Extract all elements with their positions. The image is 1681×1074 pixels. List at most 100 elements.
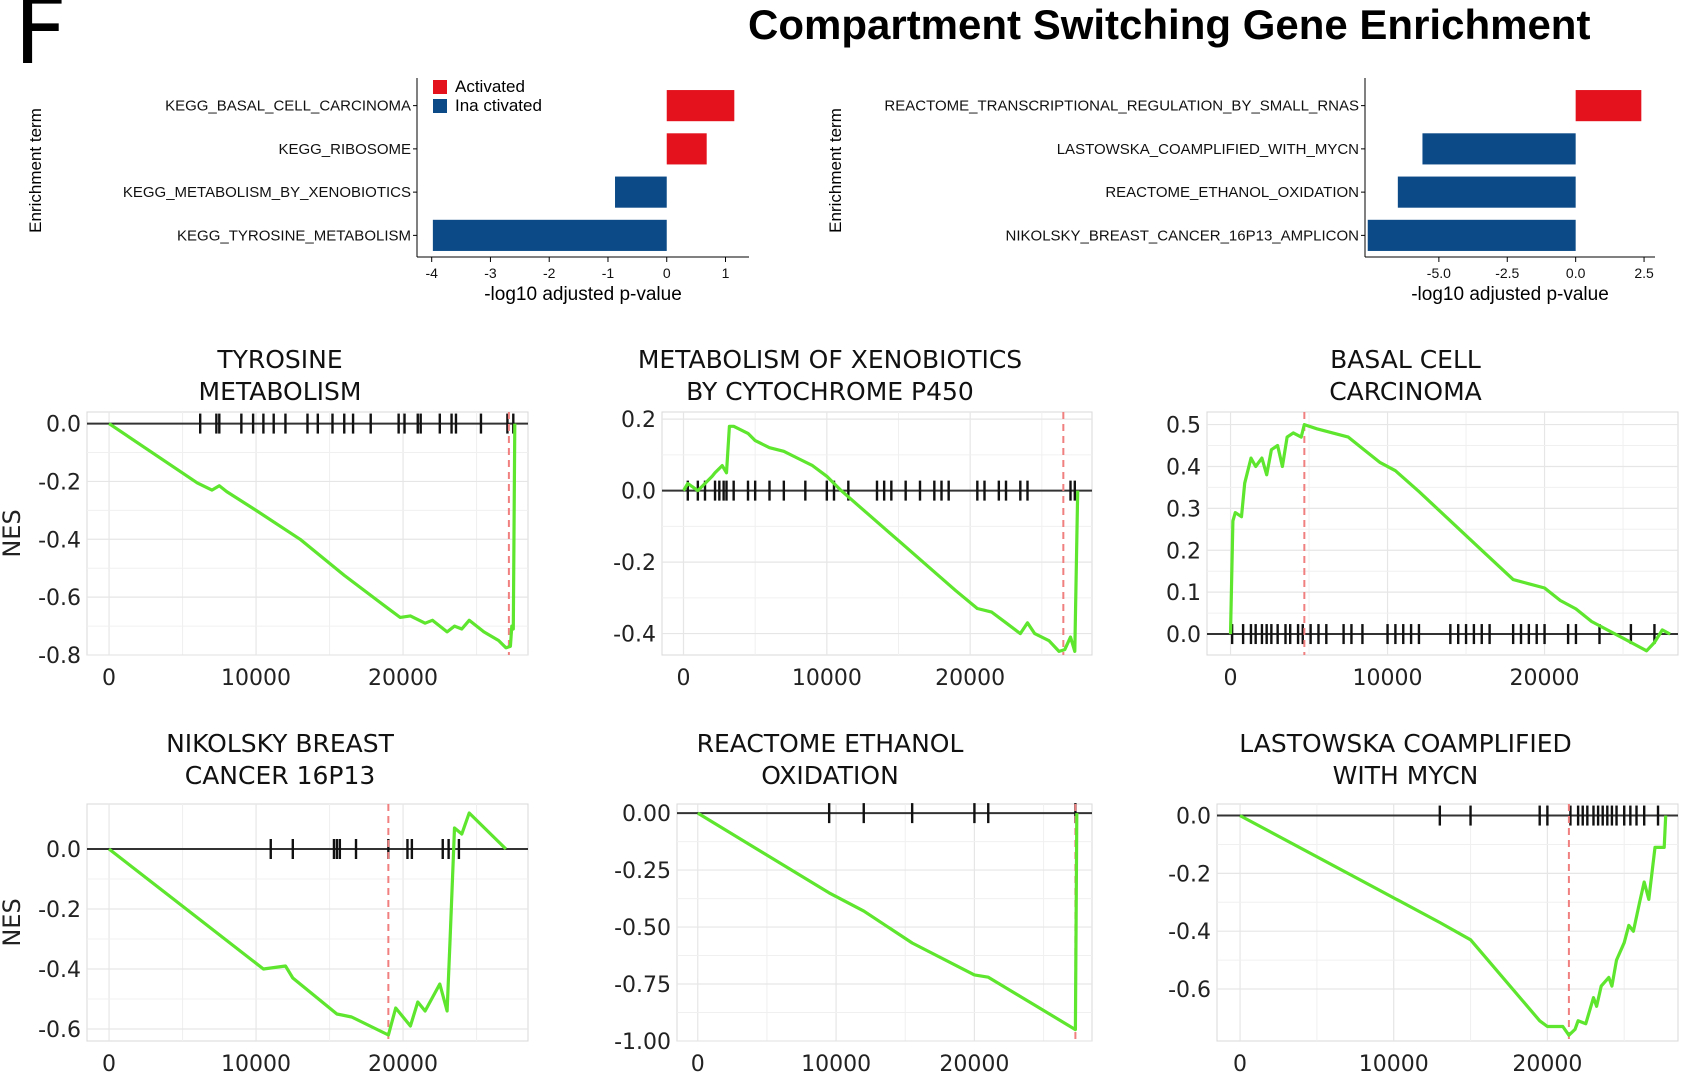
y-tick-label: -0.2 xyxy=(38,898,81,923)
bar xyxy=(432,219,667,251)
gsea-plot-basal: 0 10000 20000 0.5 0.4 0.3 0.2 0.1 0.0 xyxy=(1166,411,1679,687)
x-tick-label: -2 xyxy=(543,265,556,281)
legend-swatch xyxy=(433,99,447,113)
x-tick-label: 0 xyxy=(677,666,691,687)
x-tick-label: 0 xyxy=(1233,1052,1247,1074)
y-tick-label: -0.4 xyxy=(613,623,656,648)
gsea-panel-nikolsky: NIKOLSKY BREAST CANCER 16P13 0 10000 20000… xyxy=(0,726,560,1074)
gsea-panel-lastowska: LASTOWSKA COAMPLIFIED WITH MYCN 0 10000 20… xyxy=(1130,726,1681,1074)
running-score-line xyxy=(1228,422,1671,653)
x-tick-label: -4 xyxy=(425,265,438,281)
y-tick-label: NIKOLSKY_BREAST_CANCER_16P13_AMPLICON xyxy=(1006,227,1359,244)
panel-letter: F xyxy=(14,0,67,85)
gsea-title-line-1: LASTOWSKA COAMPLIFIED xyxy=(1239,729,1572,758)
gsea-plot-tyrosine: 0 10000 20000 0.0 -0.2 -0.4 -0.6 -0.8 NES xyxy=(0,411,529,687)
gsea-title-line-1: TYROSINE xyxy=(217,345,343,374)
x-tick-label: -2.5 xyxy=(1495,265,1519,281)
x-tick-label: -5.0 xyxy=(1427,265,1451,281)
x-tick-label: 0 xyxy=(691,1052,705,1074)
x-tick-label: 10000 xyxy=(1353,666,1423,687)
bar xyxy=(1575,90,1642,122)
y-tick-label: KEGG_BASAL_CELL_CARCINOMA xyxy=(165,98,411,115)
y-tick-label: 0.1 xyxy=(1166,581,1201,606)
y-tick-label: KEGG_RIBOSOME xyxy=(278,141,411,158)
running-score-line xyxy=(108,811,508,1037)
y-tick-label: REACTOME_ETHANOL_OXIDATION xyxy=(1105,184,1359,201)
y-tick-label: LASTOWSKA_COAMPLIFIED_WITH_MYCN xyxy=(1057,141,1359,158)
y-tick-label: -0.6 xyxy=(38,1018,81,1043)
running-score-line xyxy=(682,424,1080,653)
gsea-panel-xenobiotics: METABOLISM OF XENOBIOTICS BY CYTOCHROME … xyxy=(565,342,1095,687)
y-tick-label: 0.5 xyxy=(1166,414,1201,439)
bar-chart-left-svg: Enrichment term KEGG_BASAL_CELL_CARCINOMA… xyxy=(26,77,749,305)
x-tick-label: 10000 xyxy=(221,666,291,687)
legend-swatch xyxy=(433,80,447,94)
gsea-title-line-2: METABOLISM xyxy=(198,377,362,406)
x-tick-label: 20000 xyxy=(939,1052,1009,1074)
y-axis-title: NES xyxy=(0,509,26,557)
bar xyxy=(1367,219,1576,251)
legend-label: Activated xyxy=(455,77,525,96)
gsea-title-line-1: NIKOLSKY BREAST xyxy=(166,729,394,758)
x-tick-label: 0.0 xyxy=(1566,265,1586,281)
gsea-title-line-2: OXIDATION xyxy=(761,761,899,790)
x-tick-label: 0 xyxy=(663,265,671,281)
gsea-title-line-1: REACTOME ETHANOL xyxy=(696,729,964,758)
figure-title: Compartment Switching Gene Enrichment xyxy=(748,1,1591,48)
bar xyxy=(1397,176,1576,208)
y-tick-label: 0.0 xyxy=(46,413,81,438)
bar xyxy=(1422,133,1576,165)
y-tick-label: -0.2 xyxy=(613,551,656,576)
x-tick-label: 10000 xyxy=(221,1052,291,1074)
y-tick-label: -0.6 xyxy=(1168,978,1211,1003)
y-tick-label: 0.4 xyxy=(1166,455,1201,480)
gsea-title-line-2: WITH MYCN xyxy=(1332,761,1479,790)
gsea-panel-tyrosine: TYROSINE METABOLISM 0 10000 20000 0.0 -0.2 -0… xyxy=(0,342,560,687)
bar xyxy=(666,90,735,122)
gsea-plot-lastowska: 0 10000 20000 0.0 -0.2 -0.4 -0.6 xyxy=(1168,803,1679,1074)
y-axis-title: NES xyxy=(0,898,26,946)
x-tick-label: 20000 xyxy=(368,666,438,687)
y-tick-label: -0.75 xyxy=(614,973,671,998)
gsea-title-line-1: BASAL CELL xyxy=(1330,345,1481,374)
gsea-title-line-2: BY CYTOCHROME P450 xyxy=(686,377,974,406)
y-tick-label: -0.8 xyxy=(38,644,81,669)
x-tick-label: 20000 xyxy=(368,1052,438,1074)
y-tick-label: -0.50 xyxy=(614,916,671,941)
bar xyxy=(615,176,667,208)
x-axis-title: -log10 adjusted p-value xyxy=(484,284,682,305)
gsea-plot-xenobiotics: 0 10000 20000 0.2 0.0 -0.2 -0.4 xyxy=(613,408,1093,687)
y-tick-label: -0.4 xyxy=(38,958,81,983)
y-tick-label: KEGG_TYROSINE_METABOLISM xyxy=(177,227,411,244)
x-tick-label: 10000 xyxy=(801,1052,871,1074)
gsea-plot-nikolsky: 0 10000 20000 0.0 -0.2 -0.4 -0.6 NES xyxy=(0,803,529,1074)
x-tick-label: 20000 xyxy=(935,666,1005,687)
y-tick-label: KEGG_METABOLISM_BY_XENOBIOTICS xyxy=(123,184,411,201)
x-tick-label: 10000 xyxy=(1359,1052,1429,1074)
x-tick-label: 1 xyxy=(722,265,730,281)
y-axis-title: Enrichment term xyxy=(826,108,845,233)
x-axis-title: -log10 adjusted p-value xyxy=(1411,284,1609,305)
y-tick-label: 0.2 xyxy=(621,408,656,433)
x-tick-label: -3 xyxy=(484,265,497,281)
y-tick-label: REACTOME_TRANSCRIPTIONAL_REGULATION_BY_S… xyxy=(884,98,1359,115)
y-tick-label: -0.25 xyxy=(614,859,671,884)
x-tick-label: 2.5 xyxy=(1634,265,1654,281)
x-tick-label: 0 xyxy=(102,666,116,687)
running-score-line xyxy=(1239,814,1668,1037)
gsea-title-line-2: CARCINOMA xyxy=(1329,377,1482,406)
legend-label: Ina ctivated xyxy=(455,96,542,115)
running-score-line xyxy=(108,422,517,650)
y-tick-label: 0.0 xyxy=(46,838,81,863)
x-tick-label: 0 xyxy=(102,1052,116,1074)
y-tick-label: -1.00 xyxy=(614,1030,671,1055)
x-tick-label: 20000 xyxy=(1512,1052,1582,1074)
y-tick-label: 0.2 xyxy=(1166,539,1201,564)
plot-panel xyxy=(86,411,529,656)
gsea-title-line-2: CANCER 16P13 xyxy=(184,761,376,790)
x-tick-label: 20000 xyxy=(1510,666,1580,687)
gsea-panel-ethanol: REACTOME ETHANOL OXIDATION 0 10000 20000 0.… xyxy=(565,726,1095,1074)
x-tick-label: 0 xyxy=(1224,666,1238,687)
y-tick-label: 0.0 xyxy=(1166,623,1201,648)
bar-chart-right-svg: Enrichment term REACTOME_TRANSCRIPTIONAL_… xyxy=(826,78,1655,305)
